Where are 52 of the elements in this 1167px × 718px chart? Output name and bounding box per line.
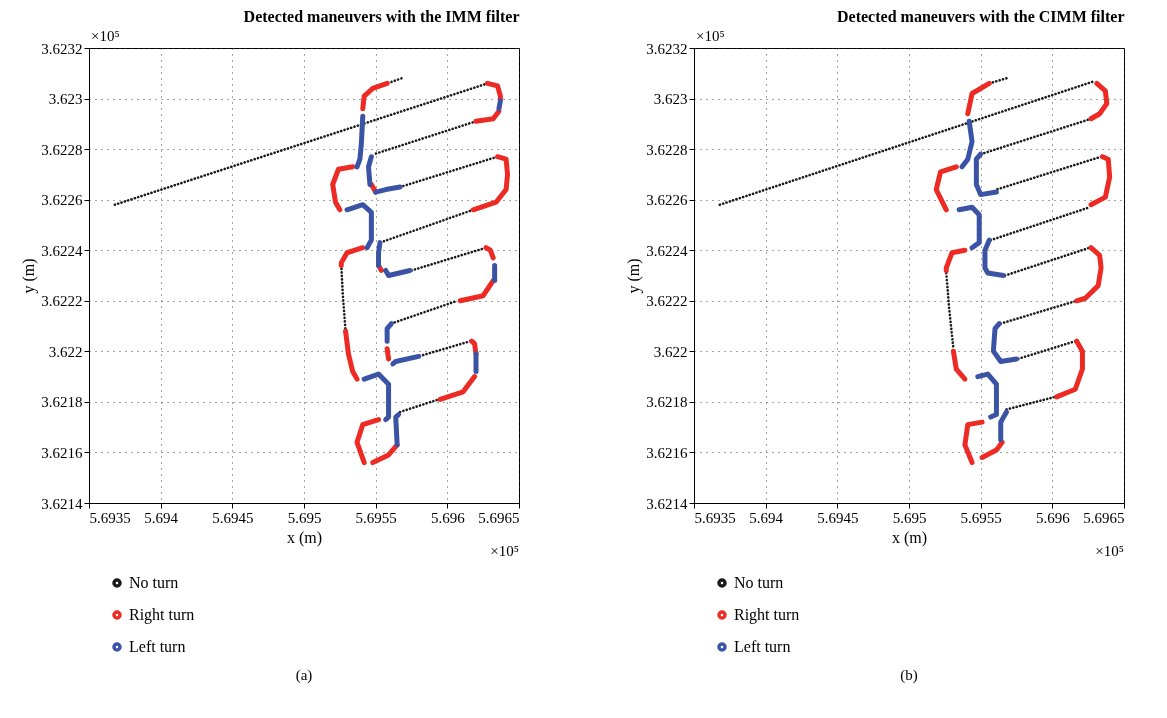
chart-title: Detected maneuvers with the CIMM filter <box>837 8 1125 25</box>
legend-label: No turn <box>734 574 784 591</box>
y-tick-label: 3.6224 <box>646 242 688 259</box>
x-axis-title: x (m) <box>286 528 323 547</box>
x-tick-label: 5.6965 <box>478 509 520 526</box>
x-tick-label: 5.695 <box>287 509 322 526</box>
x-tick-label: 5.694 <box>749 509 784 526</box>
text: ×10⁵ <box>490 543 519 559</box>
chart-title: Detected maneuvers with the IMM filter <box>243 8 520 25</box>
x-tick-label: 5.6935 <box>694 509 736 526</box>
y-tick-label: 3.6214 <box>646 495 688 512</box>
y-tick-label: 3.6222 <box>41 293 83 310</box>
x-axis-title: x (m) <box>891 528 928 547</box>
text: (b) <box>900 667 918 684</box>
y-axis-title: y (m) <box>20 258 39 294</box>
x-tick-label: 5.6955 <box>355 509 397 526</box>
text: ×10⁵ <box>91 28 120 44</box>
legend-label: No turn <box>129 574 179 591</box>
text: ×10⁵ <box>696 28 725 44</box>
y-tick-label: 3.6226 <box>41 192 83 209</box>
x-tick-label: 5.696 <box>1035 509 1071 526</box>
y-tick-label: 3.6226 <box>646 192 688 209</box>
y-tick-label: 3.6224 <box>41 242 83 259</box>
y-tick-label: 3.6222 <box>646 293 688 310</box>
y-tick-label: 3.6232 <box>646 40 688 57</box>
x-tick-label: 5.6945 <box>212 509 254 526</box>
x-tick-label: 5.6955 <box>960 509 1002 526</box>
y-axis-title: y (m) <box>625 258 644 294</box>
y-tick-label: 3.6232 <box>41 40 83 57</box>
y-tick-label: 3.622 <box>653 343 688 360</box>
y-tick-label: 3.6218 <box>646 394 688 411</box>
text: (a) <box>295 667 313 684</box>
x-tick-label: 5.6965 <box>1083 509 1125 526</box>
y-tick-label: 3.622 <box>48 343 83 360</box>
legend-label: Right turn <box>129 606 195 624</box>
y-tick-label: 3.6216 <box>41 444 83 461</box>
x-tick-label: 5.694 <box>144 509 179 526</box>
y-tick-label: 3.623 <box>653 91 688 108</box>
text: ×10⁵ <box>1095 543 1124 559</box>
legend-label: Right turn <box>734 606 800 624</box>
x-tick-label: 5.6935 <box>89 509 131 526</box>
y-tick-label: 3.623 <box>48 91 83 108</box>
legend-label: Left turn <box>129 638 186 655</box>
y-tick-label: 3.6228 <box>646 141 688 158</box>
x-tick-label: 5.6945 <box>817 509 859 526</box>
y-tick-label: 3.6216 <box>646 444 688 461</box>
x-tick-label: 5.696 <box>430 509 466 526</box>
legend-label: Left turn <box>734 638 791 655</box>
x-tick-label: 5.695 <box>892 509 927 526</box>
y-tick-label: 3.6228 <box>41 141 83 158</box>
y-tick-label: 3.6218 <box>41 394 83 411</box>
y-tick-label: 3.6214 <box>41 495 83 512</box>
